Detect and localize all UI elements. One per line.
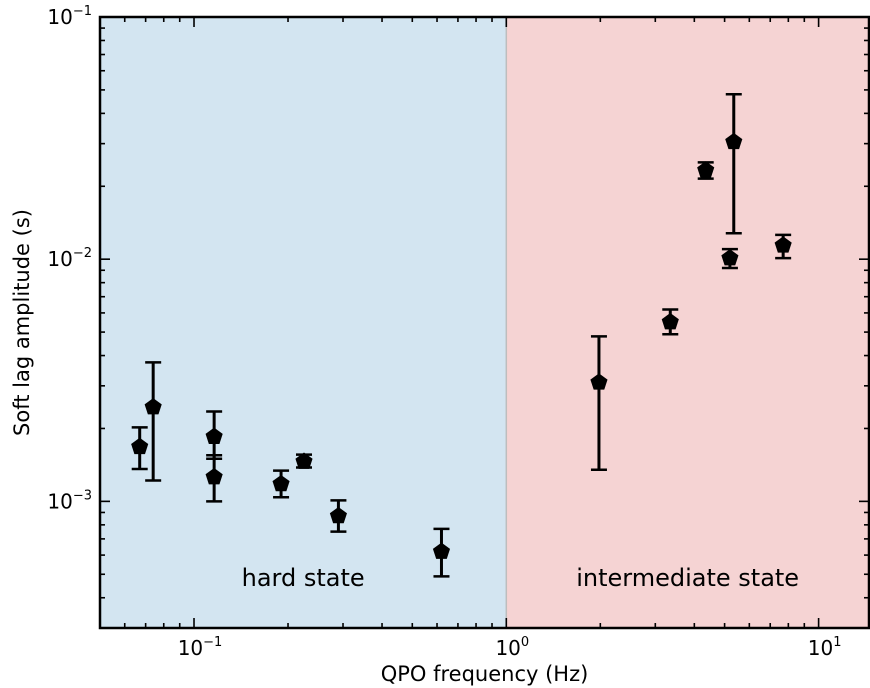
x-tick-label-0: 10−1: [178, 635, 223, 660]
data-point-12: [725, 92, 743, 235]
pentagon-marker: [725, 132, 743, 150]
pentagon-marker: [661, 313, 679, 330]
data-point-9: [661, 308, 679, 336]
data-point-11: [721, 247, 739, 270]
tick-labels: hard state intermediate state 10−1 100 101 10…: [47, 4, 841, 660]
data-point-7: [432, 527, 451, 578]
data-point-5: [295, 452, 313, 469]
x-axis-title: QPO frequency (Hz): [381, 662, 589, 686]
data-point-1: [144, 361, 162, 482]
pentagon-marker: [432, 542, 451, 559]
data-point-13: [774, 233, 792, 260]
y-tick-label-0: 10−3: [47, 488, 92, 513]
state-regions: [100, 17, 869, 628]
data-point-6: [329, 499, 347, 533]
y-axis-title: Soft lag amplitude (s): [10, 209, 34, 436]
data-point-4: [272, 469, 290, 499]
plot-frame: [98, 15, 870, 630]
pentagon-marker: [590, 373, 608, 390]
data-point-3: [205, 454, 223, 503]
pentagon-marker: [205, 468, 223, 485]
pentagon-marker: [721, 249, 739, 266]
data-point-2: [205, 410, 223, 460]
data-points: [131, 92, 792, 578]
pentagon-marker: [295, 452, 313, 469]
x-tick-label-2: 101: [808, 635, 842, 660]
region-1: [506, 17, 869, 628]
data-point-10: [697, 161, 715, 180]
pentagon-marker: [329, 507, 347, 524]
region-0: [100, 17, 507, 628]
region-label-1: intermediate state: [576, 564, 799, 592]
data-point-0: [131, 426, 149, 471]
data-point-8: [590, 335, 608, 472]
pentagon-marker: [272, 474, 290, 492]
y-tick-label-2: 10−1: [47, 4, 92, 29]
region-label-0: hard state: [242, 564, 365, 592]
pentagon-marker: [205, 427, 223, 444]
pentagon-marker: [774, 236, 792, 253]
pentagon-marker: [144, 398, 162, 415]
pentagon-marker: [697, 161, 715, 178]
y-tick-label-1: 10−2: [47, 246, 92, 271]
x-tick-label-1: 100: [495, 635, 529, 660]
pentagon-marker: [131, 437, 149, 455]
